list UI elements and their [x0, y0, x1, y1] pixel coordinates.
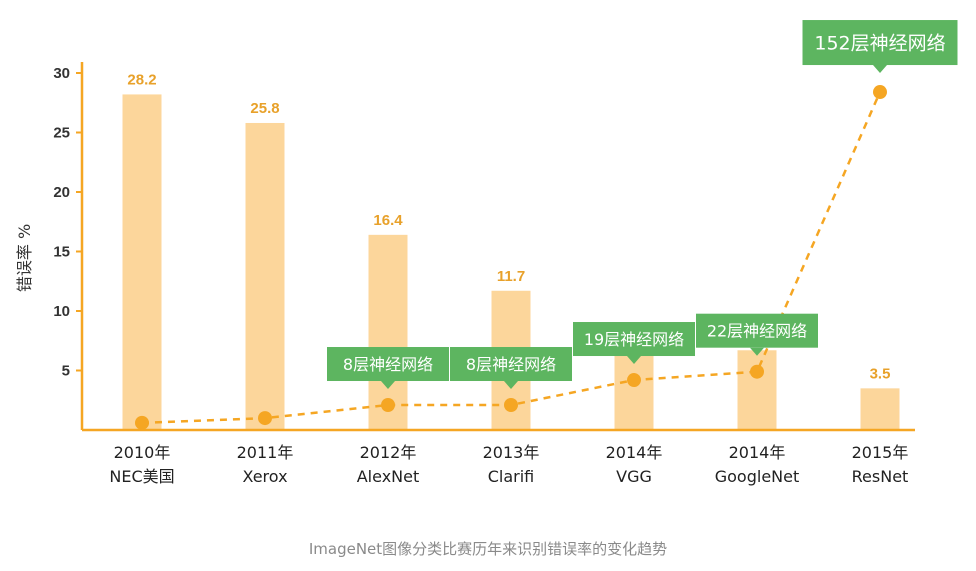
y-tick-label: 20: [53, 184, 70, 201]
bar-value-label: 25.8: [250, 100, 279, 117]
chart: 错误率 %5101520253028.225.816.411.77.36.73.…: [15, 20, 958, 486]
y-tick-label: 5: [62, 363, 70, 380]
y-tick-label: 30: [53, 65, 70, 82]
bar: [368, 234, 408, 430]
y-tick-label: 10: [53, 303, 70, 320]
callout-box: [573, 322, 695, 357]
bar-value-label: 16.4: [373, 212, 403, 229]
callout-label: 22层神经网络: [707, 321, 807, 340]
x-tick-label-model: Xerox: [242, 467, 287, 486]
depth-point: [627, 373, 641, 388]
x-tick-label-model: Clarifi: [488, 467, 535, 486]
callout-label: 152层神经网络: [814, 32, 945, 54]
callout-label: 8层神经网络: [466, 355, 556, 374]
x-tick-label-model: NEC美国: [109, 467, 174, 486]
callout-pointer: [627, 356, 641, 365]
y-tick-label: 15: [53, 244, 70, 261]
x-tick-label-model: GoogleNet: [715, 467, 800, 486]
x-tick-label-year: 2012年: [360, 443, 417, 462]
bar-value-label: 11.7: [497, 268, 525, 285]
bar-value-label: 3.5: [870, 365, 891, 382]
bar-value-label: 28.2: [127, 71, 156, 88]
chart-caption: ImageNet图像分类比赛历年来识别错误率的变化趋势: [308, 540, 668, 558]
callout-label: 8层神经网络: [343, 355, 433, 374]
callout-box: [696, 313, 818, 348]
x-tick-label-year: 2010年: [114, 443, 171, 462]
y-tick-label: 25: [53, 125, 70, 142]
bar: [122, 94, 162, 431]
callout-pointer: [504, 381, 518, 390]
callout-label: 19层神经网络: [584, 330, 684, 349]
callout-box: [802, 20, 958, 66]
depth-point: [750, 364, 764, 379]
x-tick-label-year: 2014年: [729, 443, 786, 462]
x-tick-label-year: 2011年: [237, 443, 294, 462]
y-axis-label: 错误率 %: [15, 224, 34, 292]
x-tick-label-year: 2013年: [483, 443, 540, 462]
bar: [860, 388, 900, 430]
callout-pointer: [750, 347, 764, 356]
depth-point: [873, 85, 887, 100]
callout-pointer: [381, 381, 395, 390]
callout-pointer: [873, 65, 887, 74]
bar: [737, 350, 777, 430]
depth-point: [258, 411, 272, 426]
callout-box: [450, 347, 572, 382]
bar: [245, 122, 285, 430]
x-tick-label-year: 2015年: [852, 443, 909, 462]
depth-point: [135, 415, 149, 430]
callout-box: [327, 347, 449, 382]
x-tick-label-model: ResNet: [852, 467, 909, 486]
depth-point: [381, 398, 395, 413]
depth-point: [504, 398, 518, 413]
x-tick-label-model: VGG: [616, 467, 652, 486]
x-tick-label-model: AlexNet: [357, 467, 420, 486]
x-tick-label-year: 2014年: [606, 443, 663, 462]
